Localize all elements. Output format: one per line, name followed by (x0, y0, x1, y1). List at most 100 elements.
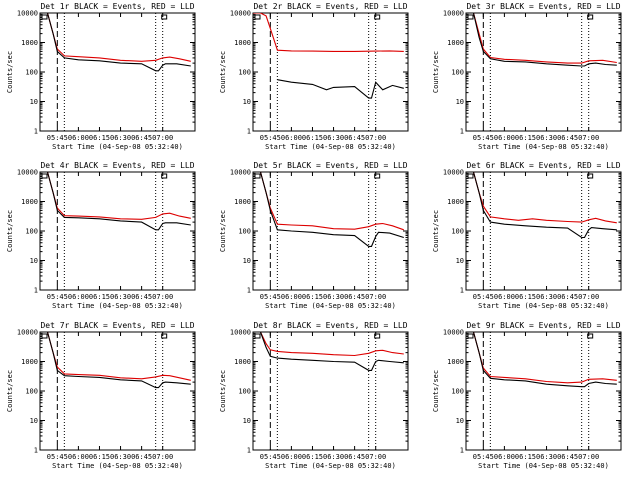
corner-marker (161, 333, 168, 339)
x-axis-label: Start Time (04-Sep-08 05:32:40) (265, 143, 396, 151)
y-tick-label: 100 (25, 388, 38, 396)
x-tick-label: 05:45 (260, 293, 281, 301)
y-tick-label: 10000 (230, 169, 251, 177)
plot-frame (39, 331, 196, 451)
x-tick-label: 05:45 (47, 134, 68, 142)
x-tick-label: 07:00 (365, 134, 386, 142)
x-tick-label: 07:00 (578, 134, 599, 142)
corner-marker (587, 14, 594, 20)
y-tick-label: 1 (460, 128, 464, 136)
corner-marker (41, 173, 48, 179)
y-tick-label: 10 (243, 257, 251, 265)
y-tick-label: 1000 (21, 358, 38, 366)
x-tick-label: 06:45 (557, 293, 578, 301)
corner-marker (374, 173, 381, 179)
series-line-black (253, 172, 404, 247)
panel-det-1r: Det 1r BLACK = Events, RED = LLD 1 10 100 10… (6, 2, 196, 151)
panel-title: Det 3r BLACK = Events, RED = LLD (466, 2, 620, 11)
x-axis-label: Start Time (04-Sep-08 05:32:40) (478, 462, 609, 470)
corner-marker (467, 14, 474, 20)
y-tick-label: 1 (34, 287, 38, 295)
x-tick-label: 05:45 (47, 453, 68, 461)
series-line-black (253, 332, 404, 371)
y-tick-label: 10000 (443, 329, 464, 337)
plot-frame (465, 331, 622, 451)
x-tick-label: 06:30 (536, 134, 557, 142)
corner-marker (161, 14, 168, 20)
corner-marker (374, 14, 381, 20)
series-line-red (40, 13, 191, 62)
y-tick-label: 10 (456, 98, 464, 106)
y-axis-label: Counts/sec (432, 210, 440, 252)
x-tick-label: 06:45 (344, 293, 365, 301)
x-tick-label: 05:45 (47, 293, 68, 301)
x-tick-label: 06:45 (131, 134, 152, 142)
series-line-black (277, 79, 404, 99)
y-tick-label: 100 (451, 228, 464, 236)
y-tick-label: 1 (460, 447, 464, 455)
y-tick-label: 100 (25, 228, 38, 236)
series-line-black (40, 332, 191, 389)
x-tick-label: 06:30 (536, 453, 557, 461)
x-tick-label: 06:30 (323, 134, 344, 142)
x-tick-label: 06:30 (110, 134, 131, 142)
x-tick-label: 07:00 (152, 453, 173, 461)
panel-det-3r: Det 3r BLACK = Events, RED = LLD 1 10 100 10… (432, 2, 622, 151)
x-tick-label: 05:45 (473, 134, 494, 142)
x-tick-label: 06:00 (281, 293, 302, 301)
x-tick-label: 07:00 (578, 293, 599, 301)
y-tick-label: 1 (34, 128, 38, 136)
panel-title: Det 4r BLACK = Events, RED = LLD (40, 161, 194, 170)
x-tick-label: 07:00 (365, 293, 386, 301)
x-tick-label: 06:00 (494, 134, 515, 142)
x-tick-label: 06:00 (68, 134, 89, 142)
y-axis-label: Counts/sec (6, 370, 14, 412)
x-tick-label: 06:15 (302, 293, 323, 301)
panel-det-6r: Det 6r BLACK = Events, RED = LLD 1 10 100 10… (432, 161, 622, 310)
y-tick-label: 10 (30, 417, 38, 425)
panel-det-8r: Det 8r BLACK = Events, RED = LLD 1 10 100 10… (219, 321, 409, 470)
x-tick-label: 07:00 (578, 453, 599, 461)
y-tick-label: 10000 (17, 10, 38, 18)
y-axis-label: Counts/sec (6, 210, 14, 252)
x-axis-label: Start Time (04-Sep-08 05:32:40) (52, 143, 183, 151)
plot-frame (465, 171, 622, 291)
x-axis-label: Start Time (04-Sep-08 05:32:40) (265, 302, 396, 310)
y-tick-label: 10 (456, 257, 464, 265)
corner-marker (41, 333, 48, 339)
y-axis-label: Counts/sec (219, 210, 227, 252)
x-tick-label: 06:15 (302, 453, 323, 461)
corner-marker (587, 333, 594, 339)
x-axis-label: Start Time (04-Sep-08 05:32:40) (265, 462, 396, 470)
panel-det-7r: Det 7r BLACK = Events, RED = LLD 1 10 100 10… (6, 321, 196, 470)
x-tick-label: 06:30 (110, 453, 131, 461)
panel-title: Det 6r BLACK = Events, RED = LLD (466, 161, 620, 170)
y-tick-label: 1000 (234, 198, 251, 206)
series-line-red (40, 332, 191, 381)
x-tick-label: 06:00 (494, 293, 515, 301)
panel-det-2r: Det 2r BLACK = Events, RED = LLD 1 10 100 10… (219, 2, 409, 151)
x-tick-label: 06:45 (557, 134, 578, 142)
x-tick-label: 06:45 (557, 453, 578, 461)
y-axis-label: Counts/sec (219, 51, 227, 93)
series-line-black (40, 13, 191, 72)
x-tick-label: 06:45 (344, 134, 365, 142)
series-line-red (253, 13, 404, 52)
plot-frame (39, 12, 196, 132)
y-tick-label: 1000 (447, 358, 464, 366)
x-tick-label: 06:15 (89, 134, 110, 142)
x-tick-label: 06:15 (515, 134, 536, 142)
corner-marker (587, 173, 594, 179)
x-axis-label: Start Time (04-Sep-08 05:32:40) (52, 462, 183, 470)
corner-marker (467, 333, 474, 339)
y-axis-label: Counts/sec (432, 370, 440, 412)
panel-title: Det 5r BLACK = Events, RED = LLD (253, 161, 407, 170)
corner-marker (254, 173, 261, 179)
series-line-red (253, 172, 404, 231)
x-tick-label: 06:00 (494, 453, 515, 461)
corner-marker (161, 173, 168, 179)
x-tick-label: 06:00 (281, 453, 302, 461)
x-tick-label: 05:45 (473, 293, 494, 301)
y-tick-label: 100 (238, 388, 251, 396)
